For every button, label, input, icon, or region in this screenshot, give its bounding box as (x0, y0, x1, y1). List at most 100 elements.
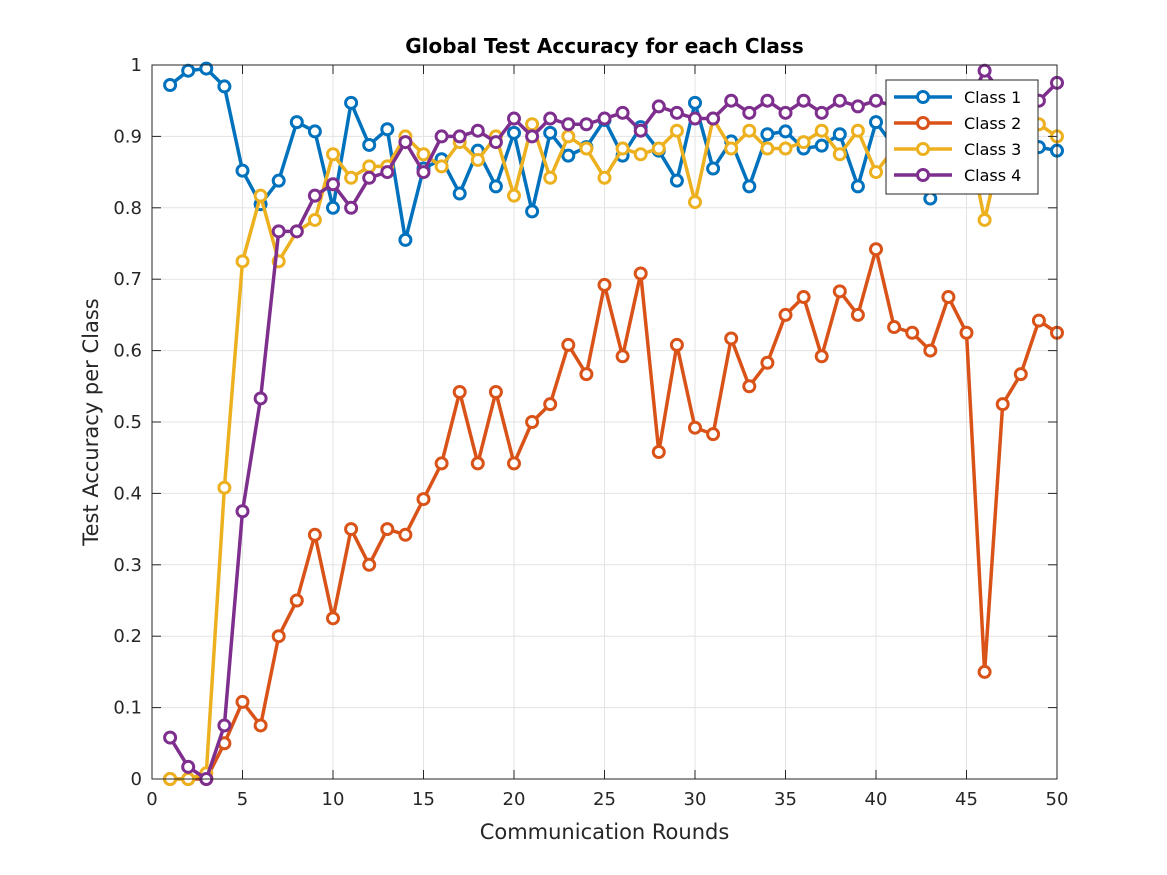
data-point (289, 115, 304, 130)
axis-ticks: 0 5 10 15 20 25 30 35 40 45 50 0 0.1 0.2 0.3 0.4 0.5 0.6 0… (113, 55, 1068, 810)
data-point (905, 325, 920, 340)
data-point (850, 179, 865, 194)
data-point (525, 117, 540, 132)
data-point (742, 105, 757, 120)
x-tick-label: 10 (322, 789, 345, 810)
data-point (615, 349, 630, 364)
data-point (253, 188, 268, 203)
data-point (579, 367, 594, 382)
data-point (235, 254, 250, 269)
y-tick-label: 0.9 (113, 126, 142, 147)
data-point (181, 759, 196, 774)
data-point (814, 138, 829, 153)
data-point (307, 188, 322, 203)
data-point (760, 355, 775, 370)
data-point (651, 444, 666, 459)
data-point (326, 200, 340, 215)
legend-item: Class 2 (894, 114, 1021, 133)
data-point (832, 93, 847, 108)
data-point (543, 397, 558, 412)
data-point (452, 385, 467, 400)
data-point (344, 200, 359, 215)
data-point (633, 123, 648, 138)
legend-swatch-marker (916, 90, 930, 104)
data-point (416, 147, 431, 162)
legend-label: Class 2 (964, 114, 1021, 133)
y-tick-label: 0 (131, 769, 142, 790)
data-point (923, 191, 938, 206)
data-point (344, 522, 359, 537)
y-tick-label: 0.1 (113, 698, 142, 719)
y-tick-label: 0.4 (113, 483, 142, 504)
data-point (724, 331, 739, 346)
data-point (778, 124, 793, 139)
x-tick-label: 40 (865, 789, 888, 810)
data-point (869, 115, 883, 130)
data-point (742, 179, 757, 194)
data-point (235, 504, 250, 519)
data-point (561, 117, 576, 132)
data-point (869, 93, 883, 108)
data-point (398, 527, 413, 542)
data-point (253, 718, 268, 733)
data-point (651, 99, 666, 114)
data-point (307, 527, 322, 542)
data-point (235, 694, 250, 709)
legend-swatch-marker (916, 168, 930, 182)
data-point (869, 165, 883, 180)
data-point (814, 123, 829, 138)
data-point (561, 337, 576, 352)
data-point (796, 135, 811, 150)
data-point (271, 173, 286, 188)
data-point (615, 141, 630, 156)
data-point (724, 93, 739, 108)
legend-item: Class 4 (894, 166, 1021, 185)
data-point (271, 629, 286, 644)
data-point (362, 170, 377, 185)
data-point (543, 125, 558, 140)
data-point (398, 232, 413, 247)
data-point (326, 177, 340, 192)
data-point (850, 99, 865, 114)
data-point (488, 179, 503, 194)
data-point (850, 307, 865, 322)
y-tick-label: 0.7 (113, 269, 142, 290)
data-point (579, 117, 594, 132)
data-point (832, 147, 847, 162)
y-tick-label: 0.3 (113, 555, 142, 576)
data-point (561, 148, 576, 163)
data-point (488, 385, 503, 400)
data-point (706, 427, 721, 442)
data-point (814, 349, 829, 364)
data-point (452, 129, 467, 144)
data-point (561, 129, 576, 144)
data-point (706, 111, 721, 126)
x-tick-label: 20 (503, 789, 526, 810)
data-point (307, 212, 322, 227)
data-point (362, 137, 377, 152)
data-point (688, 111, 702, 126)
data-point (633, 147, 648, 162)
data-point (235, 163, 250, 178)
data-point (850, 123, 865, 138)
data-point (326, 147, 340, 162)
data-point (488, 135, 503, 150)
data-point (217, 718, 232, 733)
data-point (434, 129, 449, 144)
y-tick-label: 0.5 (113, 412, 142, 433)
data-point (597, 277, 612, 292)
x-tick-label: 15 (412, 789, 435, 810)
data-point (669, 105, 684, 120)
data-point (688, 420, 702, 435)
data-point (199, 61, 214, 76)
y-tick-label: 1 (131, 55, 142, 76)
data-point (416, 165, 431, 180)
x-tick-label: 50 (1046, 789, 1069, 810)
y-tick-label: 0.6 (113, 341, 142, 362)
data-point (434, 159, 449, 174)
x-tick-label: 30 (684, 789, 707, 810)
data-point (633, 266, 648, 281)
data-point (796, 93, 811, 108)
data-point (307, 124, 322, 139)
